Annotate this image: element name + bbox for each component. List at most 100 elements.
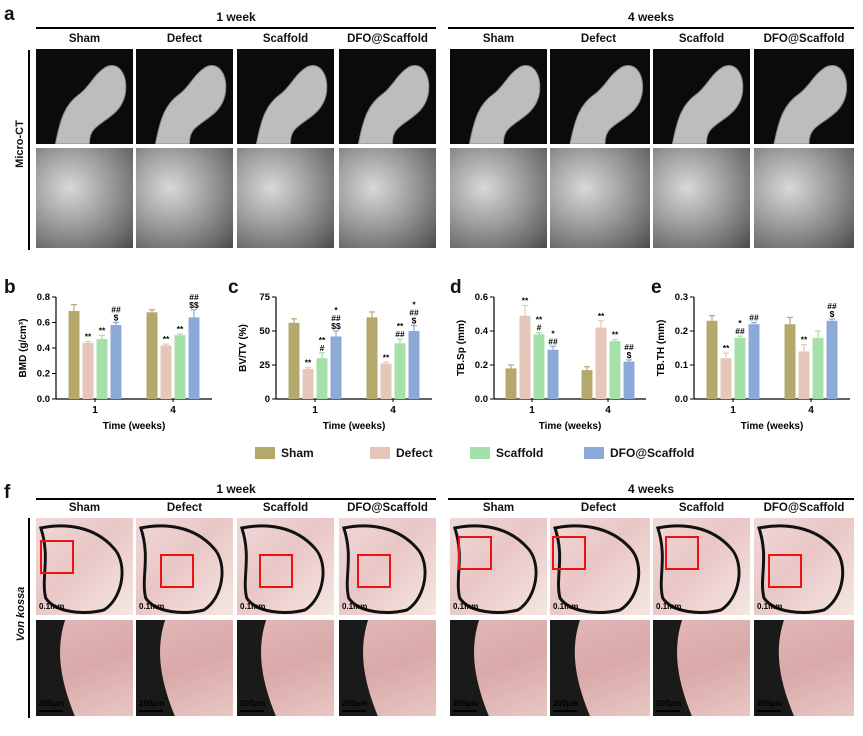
bar xyxy=(96,339,108,399)
bar xyxy=(68,311,80,399)
significance-label: ## xyxy=(548,336,558,346)
legend-swatch xyxy=(584,447,604,459)
significance-label: ## xyxy=(395,329,405,339)
bar xyxy=(188,317,200,399)
micro-ct-zoom-image xyxy=(136,148,233,248)
bar xyxy=(609,341,621,399)
significance-label: # xyxy=(320,343,325,353)
micro-ct-zoom-image xyxy=(237,148,334,248)
col-label-defect: Defect xyxy=(166,33,203,45)
bar xyxy=(174,335,186,399)
f-col-label-sham-4w: Sham xyxy=(482,502,515,514)
micro-ct-top-image xyxy=(550,49,650,144)
scale-label-bottom: 200μm xyxy=(656,699,682,708)
significance-label: ** xyxy=(723,343,730,353)
x-tick-label: 1 xyxy=(92,405,98,416)
scale-bar xyxy=(39,710,63,712)
significance-label: ## xyxy=(331,313,341,323)
bar xyxy=(748,324,760,399)
x-tick-label: 4 xyxy=(808,405,814,416)
panel-f-label: f xyxy=(4,482,11,503)
x-tick-label: 1 xyxy=(730,405,736,416)
scale-bar xyxy=(453,710,477,712)
zoom-region-box xyxy=(552,536,586,570)
bar xyxy=(366,317,378,399)
panel-e-label: e xyxy=(651,277,662,298)
significance-label: ** xyxy=(397,321,404,331)
legend-label: DFO@Scaffold xyxy=(610,446,695,460)
f-col-label-sham: Sham xyxy=(68,502,101,514)
f-col-label-dfo-scaffold-4w: DFO@Scaffold xyxy=(763,502,845,514)
x-axis-label: Time (weeks) xyxy=(103,421,166,432)
panel-f-group-4weeks: 4 weeks xyxy=(627,482,675,496)
scale-bar xyxy=(139,710,163,712)
x-axis-label: Time (weeks) xyxy=(741,421,804,432)
bar xyxy=(706,320,718,399)
x-tick-label: 1 xyxy=(312,405,318,416)
y-tick-label: 0.0 xyxy=(675,394,688,405)
significance-label: $ xyxy=(830,309,835,319)
scale-bar xyxy=(240,710,264,712)
von-kossa-top-image: 0.1mm xyxy=(754,518,854,615)
scale-label-bottom: 200μm xyxy=(240,699,266,708)
x-tick-label: 4 xyxy=(170,405,176,416)
micro-ct-zoom-image xyxy=(653,148,750,248)
von-kossa-top-image: 0.1mm xyxy=(136,518,233,615)
y-tick-label: 0.2 xyxy=(675,326,688,337)
von-kossa-zoom-image: 200μm xyxy=(754,620,854,716)
bar xyxy=(146,312,158,399)
panel-a-line-1week xyxy=(36,27,436,29)
bar xyxy=(82,342,94,399)
micro-ct-top-image xyxy=(450,49,547,144)
col-label-sham-4w: Sham xyxy=(482,33,515,45)
von-kossa-zoom-image: 200μm xyxy=(450,620,547,716)
bar xyxy=(288,322,300,399)
von-kossa-zoom-image: 200μm xyxy=(136,620,233,716)
y-tick-label: 0.8 xyxy=(37,292,50,303)
f-col-label-dfo-scaffold: DFO@Scaffold xyxy=(347,502,428,514)
y-tick-label: 0.3 xyxy=(675,292,688,303)
col-label-scaffold-4w: Scaffold xyxy=(678,33,725,45)
micro-ct-zoom-image xyxy=(36,148,133,248)
significance-label: $ xyxy=(114,313,119,323)
bar xyxy=(519,315,531,399)
significance-label: ** xyxy=(85,332,92,342)
row-divider xyxy=(28,50,30,250)
scale-label-bottom: 200μm xyxy=(139,699,165,708)
y-axis-label: BMD (g/cm³) xyxy=(18,319,29,378)
bar xyxy=(160,345,172,399)
scale-label-bottom: 200μm xyxy=(453,699,479,708)
scale-label-bottom: 200μm xyxy=(757,699,783,708)
micro-ct-zoom-image xyxy=(339,148,436,248)
bar xyxy=(581,370,593,399)
von-kossa-zoom-image: 200μm xyxy=(653,620,750,716)
bmd-bar-chart: 0.0 0.2 0.4 0.6 0.8 BMD (g/cm³) Time (weeks) **… xyxy=(18,292,212,432)
x-axis-label: Time (weeks) xyxy=(539,421,602,432)
y-tick-label: 0.2 xyxy=(475,360,488,371)
significance-label: ** xyxy=(801,335,808,345)
micro-ct-top-image xyxy=(237,49,334,144)
legend-swatch xyxy=(255,447,275,459)
von-kossa-top-image: 0.1mm xyxy=(450,518,547,615)
col-label-dfo-scaffold: DFO@Scaffold xyxy=(347,33,428,45)
scale-label-top: 0.1mm xyxy=(342,602,368,611)
bar xyxy=(110,325,122,399)
panel-f-line-4weeks xyxy=(448,498,854,500)
scale-label-top: 0.1mm xyxy=(39,602,65,611)
significance-label: ** xyxy=(598,311,605,321)
bar xyxy=(798,351,810,399)
f-col-label-scaffold: Scaffold xyxy=(262,502,309,514)
y-tick-label: 0.1 xyxy=(675,360,689,371)
scale-label-top: 0.1mm xyxy=(757,602,783,611)
significance-label: ** xyxy=(163,334,170,344)
significance-label: ## xyxy=(749,313,759,323)
scale-label-bottom: 200μm xyxy=(342,699,368,708)
significance-label: $$ xyxy=(331,321,341,331)
row-divider-f xyxy=(28,518,30,718)
micro-ct-zoom-image xyxy=(754,148,854,248)
legend-label: Sham xyxy=(281,446,314,460)
significance-label: ** xyxy=(522,296,529,306)
y-tick-label: 0.2 xyxy=(37,369,50,380)
zoom-region-box xyxy=(357,554,391,588)
y-tick-label: 0.0 xyxy=(475,394,488,405)
